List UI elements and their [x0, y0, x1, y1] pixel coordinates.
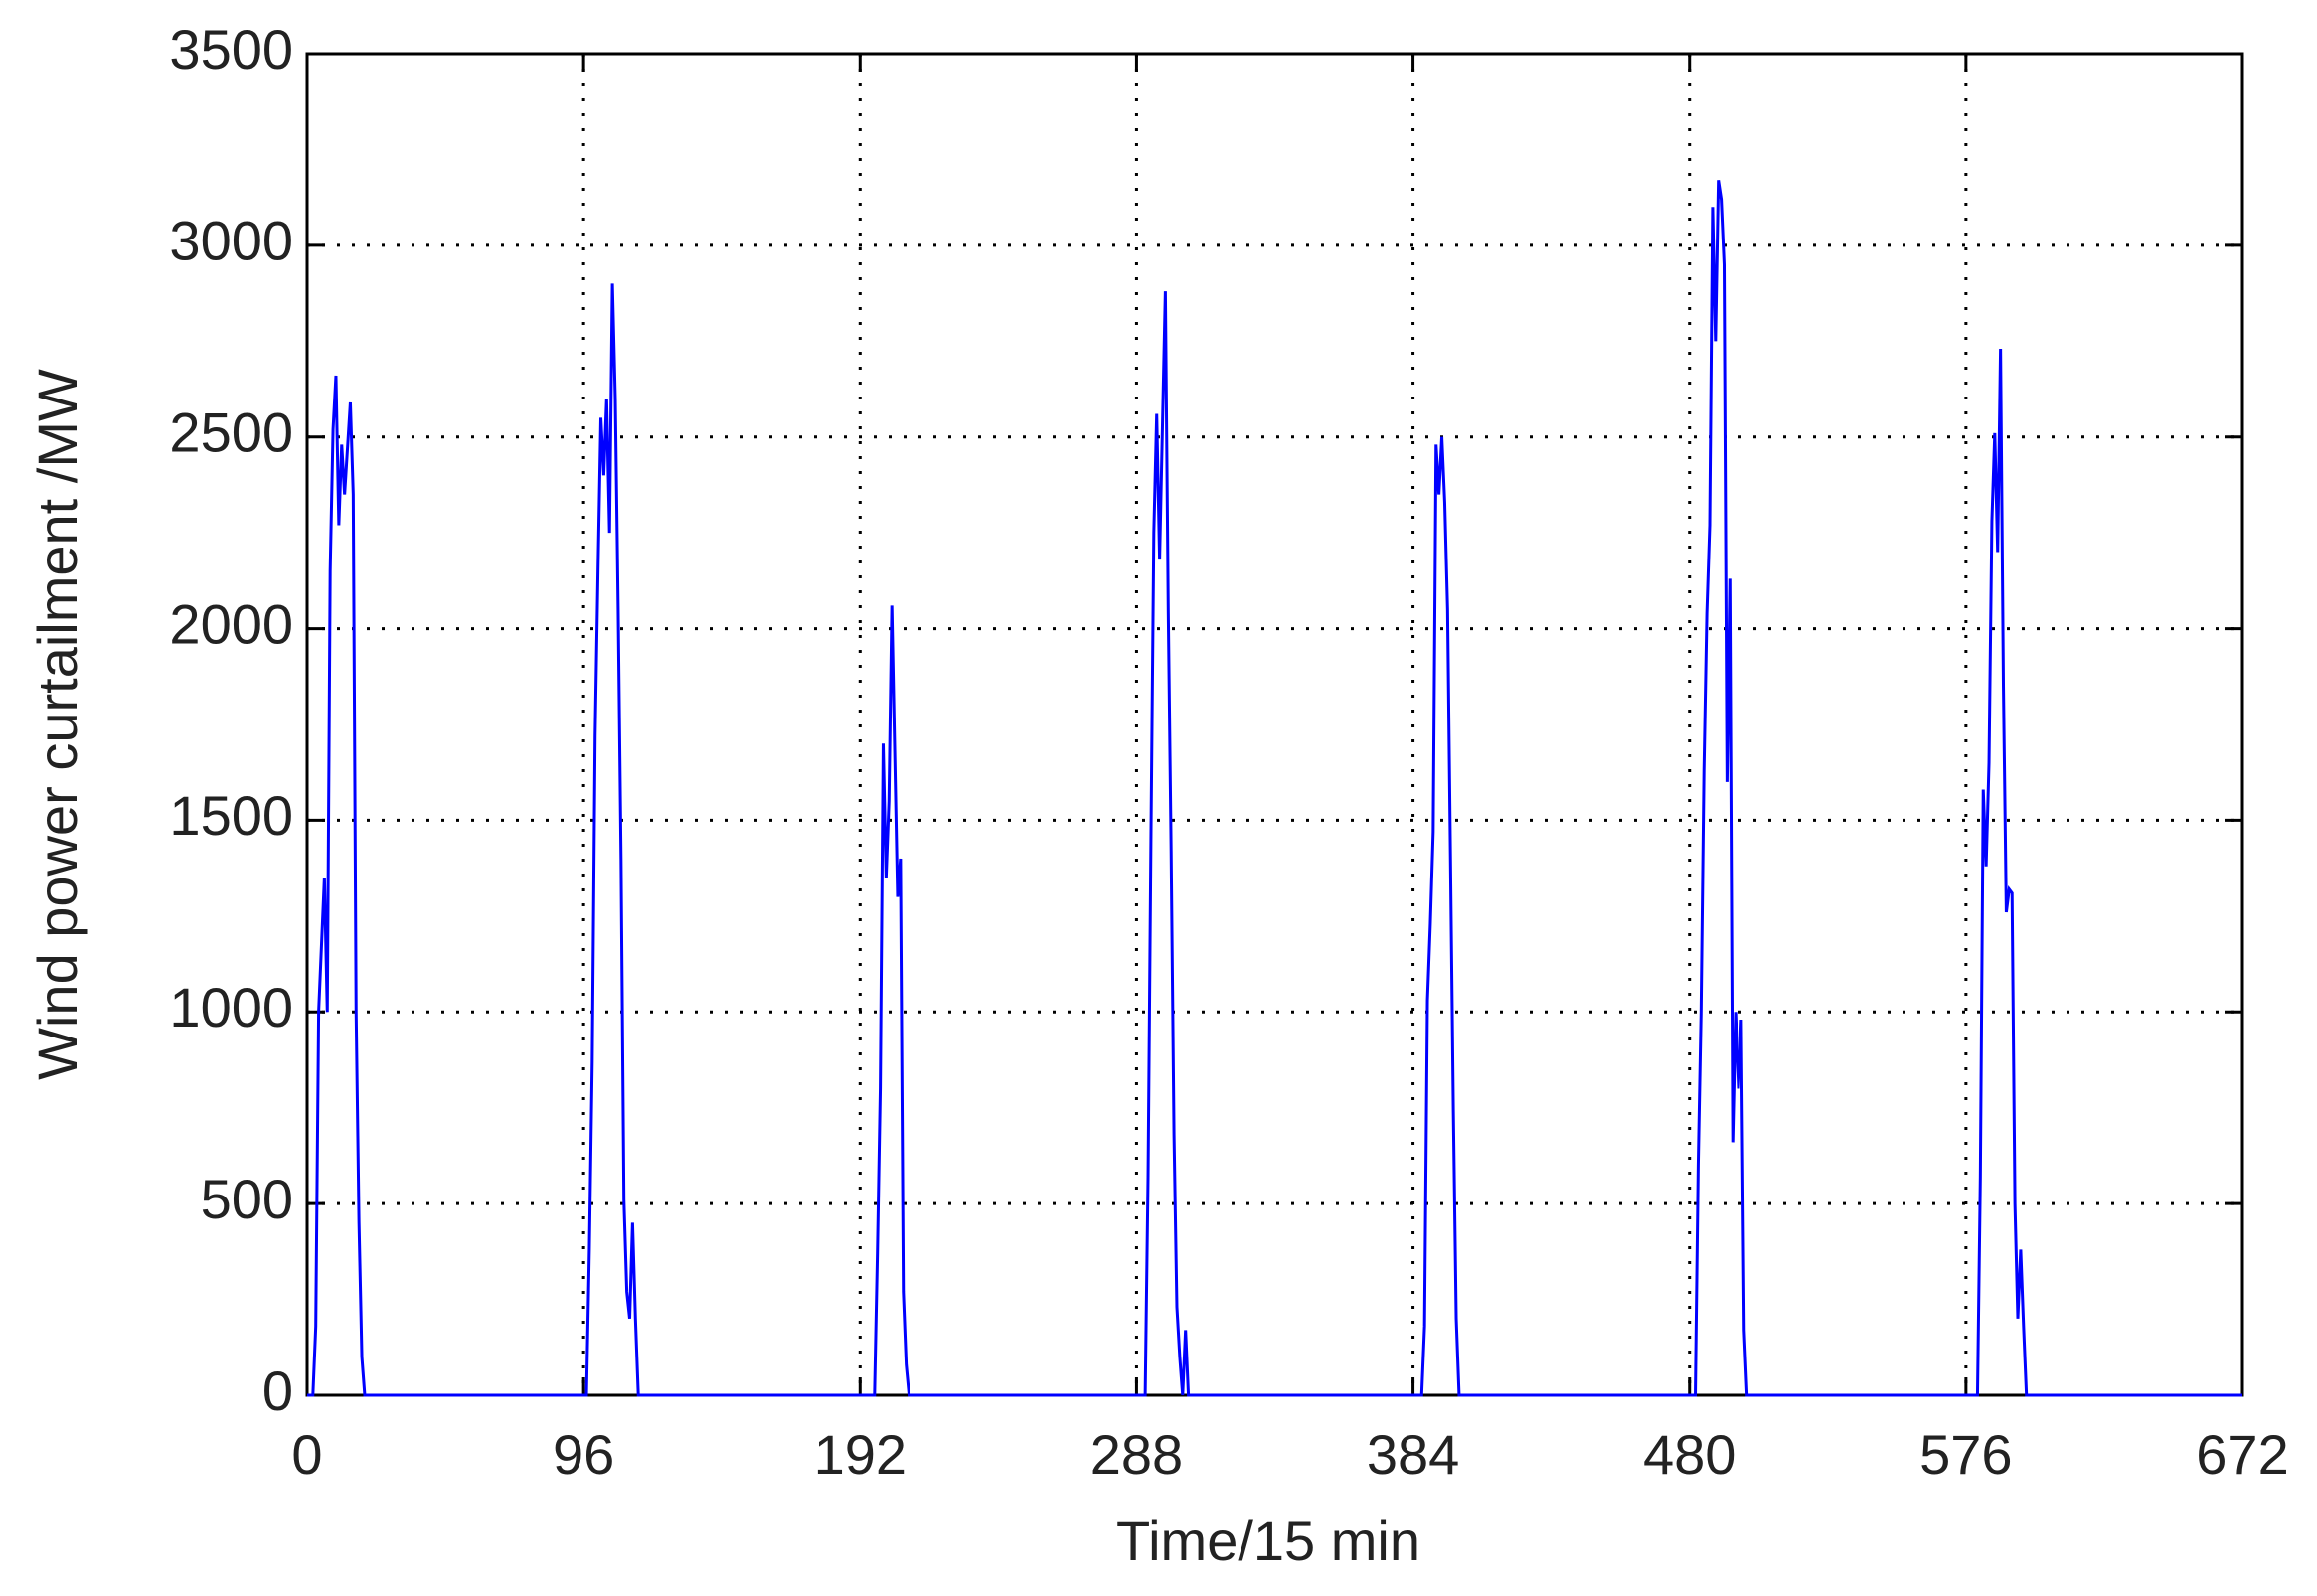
x-tick-label: 192 [814, 1423, 907, 1486]
y-tick-label: 2000 [169, 592, 293, 655]
y-tick-label: 3500 [169, 18, 293, 80]
x-tick-label: 672 [2196, 1423, 2288, 1486]
data-line [307, 180, 2242, 1397]
y-tick-label: 2500 [169, 401, 293, 464]
x-tick-label: 96 [553, 1423, 614, 1486]
y-tick-label: 3000 [169, 210, 293, 272]
y-axis-label: Wind power curtailment /MW [26, 369, 88, 1080]
x-axis-label: Time/15 min [1116, 1510, 1420, 1572]
x-tick-label: 480 [1643, 1423, 1736, 1486]
x-tick-label: 384 [1367, 1423, 1459, 1486]
x-tick-label: 288 [1090, 1423, 1183, 1486]
y-tick-label: 1500 [169, 784, 293, 847]
x-tick-label: 576 [1919, 1423, 2012, 1486]
y-tick-label: 1000 [169, 976, 293, 1038]
x-tick-label: 0 [291, 1423, 322, 1486]
y-tick-label: 0 [262, 1359, 293, 1422]
plot-frame [305, 52, 2244, 1397]
y-tick-label: 500 [201, 1168, 293, 1230]
